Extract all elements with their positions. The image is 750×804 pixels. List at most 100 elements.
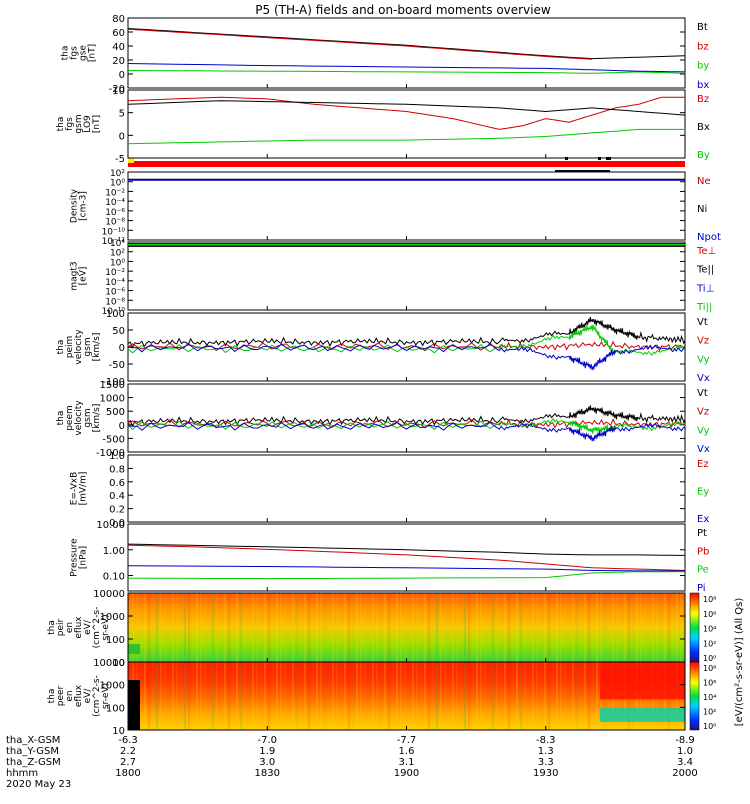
colorbar-tick: 10⁸: [703, 664, 716, 673]
legend-entry-Te||: Te||: [696, 265, 714, 276]
spectrogram-texture: [132, 593, 686, 662]
ytick-label: 1000: [100, 394, 125, 405]
series-Pi: [127, 565, 685, 572]
x-axis-value: 2.2: [120, 746, 136, 757]
series-Vz: [127, 418, 686, 430]
ytick-label: 40: [112, 42, 125, 53]
series-Bt: [127, 28, 686, 60]
panel-peem: 1500 1000 500 0 -500 -1000 tha peem velocity gsm[…: [56, 380, 710, 459]
ytick-label: 0.0: [109, 518, 125, 529]
x-axis-value: 1.6: [399, 746, 415, 757]
legend-entry-Pe: Pe: [697, 565, 709, 576]
status-bar-yellow-tick: [128, 158, 134, 163]
ytick-label: 10: [112, 86, 125, 97]
y-axis-label: Pressure [nPa]: [70, 538, 89, 577]
series-Vx: [127, 342, 686, 371]
colorbar: 10⁸10⁶10⁴10²10⁰10⁸10⁶10⁴10²10⁰[eV/(cm²-s…: [689, 592, 745, 731]
x-axis-value: 1900: [394, 768, 419, 779]
x-axis-table: tha_X-GSM -6.3 -7.0 -7.7 -8.3 -8.9 tha_Y-GSM 2.…: [6, 735, 698, 790]
legend-entry-bx: bx: [697, 80, 709, 91]
panel-efield: 1.0 0.8 0.6 0.4 0.2 0.0 E=-VxB [mV/m] Ez Ey Ex: [70, 451, 710, 529]
colorbar-tick: 10⁸: [703, 595, 716, 604]
x-axis-value: 1.0: [677, 746, 693, 757]
y-axis-label-line: Density: [70, 188, 80, 223]
ytick-label: 1.0: [109, 451, 125, 462]
y-axis-label-line: eflux: [74, 684, 84, 707]
y-axis-label-line: tha: [61, 46, 71, 61]
y-axis-label-line: [nT]: [92, 115, 102, 133]
colorbar-tick: 10⁶: [703, 610, 716, 619]
x-axis-value: 3.3: [538, 757, 554, 768]
panel-peim: 100 50 0 -50 -100 tha peim velocity gsm [km/s] Vt V…: [56, 309, 710, 388]
y-axis-label-line: (cm^2-s-: [92, 607, 102, 649]
y-axis-label: tha peer en eflux eV/(cm^2-s-sr-eV): [47, 675, 111, 717]
ytick-label: 60: [112, 28, 125, 39]
colorbar-tick: 10²: [703, 708, 716, 717]
y-axis-label-line: tha: [47, 620, 57, 635]
y-axis-label-line: (cm^2-s-: [92, 675, 102, 717]
colorbar-label: [eV/(cm²-s-sr-eV)] (All Qs): [734, 598, 745, 727]
y-axis-label-line: velocity: [74, 329, 84, 365]
ytick-label: 10⁻²: [105, 188, 125, 198]
ytick-label: 0: [119, 70, 125, 81]
ytick-label: 0: [119, 343, 125, 354]
y-axis-label-line: gsm: [83, 408, 93, 427]
ytick-label: 10⁴: [110, 239, 125, 249]
y-axis-label-line: gse: [79, 45, 89, 61]
spectrogram-bg: [128, 593, 685, 662]
y-axis-label-line: velocity: [74, 400, 84, 436]
panel-frame: [127, 383, 686, 453]
panel-frame: [127, 89, 686, 159]
series-Bz: [127, 96, 685, 130]
y-axis-label: tha fgs gse [nT]: [61, 44, 98, 62]
y-axis-label-line: peim: [65, 336, 75, 359]
y-axis-label: E=-VxB [mV/m]: [70, 472, 89, 506]
ytick-label: 10²: [110, 169, 125, 179]
series-by: [127, 70, 686, 74]
legend-entry-Vx: Vx: [697, 373, 710, 384]
series-Pe: [127, 571, 685, 580]
panel-frame: [127, 171, 686, 241]
y-axis-label-line: gsm: [83, 337, 93, 356]
y-axis-label-line: Pressure: [70, 538, 80, 577]
x-axis-value: -6.3: [118, 735, 138, 746]
y-axis-label: Density [cm-3]: [70, 188, 89, 223]
y-axis-label-line: eV/: [83, 619, 93, 635]
y-axis-label: tha peir en eflux eV/(cm^2-s-sr-eV): [47, 607, 111, 649]
x-axis-value: 1800: [115, 768, 140, 779]
x-axis-value: 1930: [533, 768, 558, 779]
y-axis-label-line: tha: [56, 411, 66, 426]
legend-entry-Pb: Pb: [697, 546, 709, 557]
legend-entry-Te⊥: Te⊥: [696, 246, 716, 257]
ytick-label: 80: [112, 14, 125, 25]
figure-title: P5 (TH-A) fields and on-board moments ov…: [255, 3, 551, 17]
x-axis-value: 3.1: [399, 757, 415, 768]
y-axis-label: magt3 [eV]: [70, 261, 89, 290]
y-axis-label-line: fgs: [65, 117, 75, 131]
ytick-label: 100: [106, 635, 125, 646]
ytick-label: 0.6: [109, 478, 125, 489]
legend-entry-Bx: Bx: [697, 122, 710, 133]
colorbar-tick: 10⁶: [703, 679, 716, 688]
ytick-label: -50: [109, 360, 125, 371]
ytick-label: 10⁻¹⁰: [102, 227, 126, 237]
y-axis-label: tha peem velocity gsm [km/s]: [56, 400, 102, 436]
y-axis-label-line: E=-VxB: [70, 472, 80, 506]
status-bars: [128, 157, 685, 172]
x-axis-row-label: tha_Y-GSM: [6, 746, 59, 757]
ytick-label: -20: [109, 84, 125, 95]
y-axis-label-line: peem: [65, 405, 75, 431]
x-axis-value: 3.0: [259, 757, 275, 768]
ytick-label: 0.2: [109, 505, 125, 516]
ytick-label: 500: [106, 407, 125, 418]
x-axis-value: -8.9: [675, 735, 695, 746]
y-axis-label-line: [nT]: [88, 44, 98, 62]
series-bx: [127, 63, 686, 73]
ytick-label: -100: [102, 377, 125, 388]
ytick-label: 0.8: [109, 464, 125, 475]
legend-entry-Vy: Vy: [697, 354, 710, 365]
